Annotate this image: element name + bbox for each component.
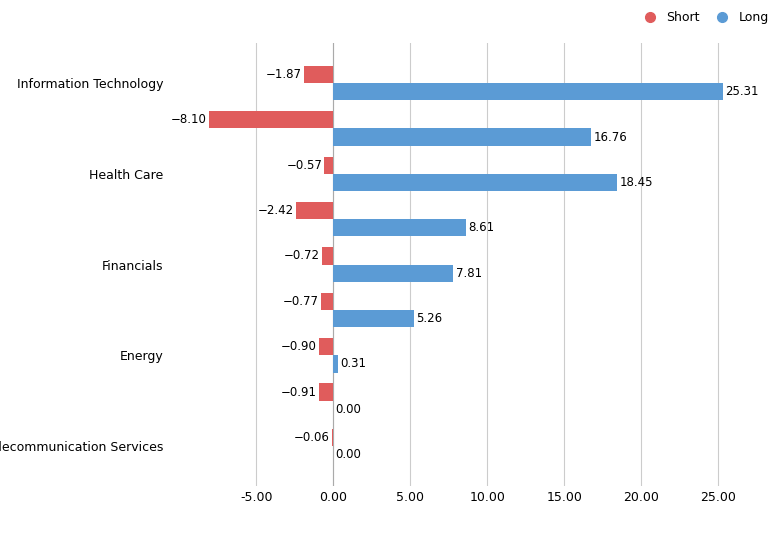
Bar: [324, 157, 333, 174]
Text: 8.61: 8.61: [468, 221, 495, 234]
Bar: [333, 83, 723, 100]
Text: 7.81: 7.81: [456, 267, 482, 280]
Bar: [321, 293, 333, 310]
Bar: [333, 129, 591, 146]
Text: 0.00: 0.00: [335, 448, 361, 461]
Text: −8.10: −8.10: [170, 113, 206, 126]
Bar: [296, 202, 333, 219]
Text: −1.87: −1.87: [266, 68, 302, 81]
Text: 18.45: 18.45: [619, 176, 653, 189]
Bar: [333, 219, 466, 237]
Legend: Short, Long: Short, Long: [633, 6, 774, 29]
Text: 5.26: 5.26: [417, 312, 443, 325]
Text: 0.00: 0.00: [335, 403, 361, 416]
Text: −0.57: −0.57: [286, 159, 322, 172]
Text: −0.06: −0.06: [294, 431, 330, 444]
Bar: [319, 338, 333, 355]
Bar: [333, 265, 453, 282]
Text: 25.31: 25.31: [725, 85, 759, 98]
Text: −0.72: −0.72: [284, 249, 320, 262]
Bar: [304, 66, 333, 83]
Bar: [319, 383, 333, 401]
Bar: [322, 247, 333, 265]
Text: −0.77: −0.77: [283, 295, 319, 308]
Text: 16.76: 16.76: [594, 131, 627, 144]
Bar: [333, 174, 617, 191]
Text: 0.31: 0.31: [340, 357, 367, 370]
Text: −0.90: −0.90: [282, 340, 317, 353]
Bar: [332, 429, 333, 446]
Bar: [333, 310, 414, 327]
Bar: [208, 111, 333, 129]
Text: −0.91: −0.91: [281, 386, 317, 399]
Bar: [333, 355, 338, 373]
Text: −2.42: −2.42: [257, 204, 294, 217]
